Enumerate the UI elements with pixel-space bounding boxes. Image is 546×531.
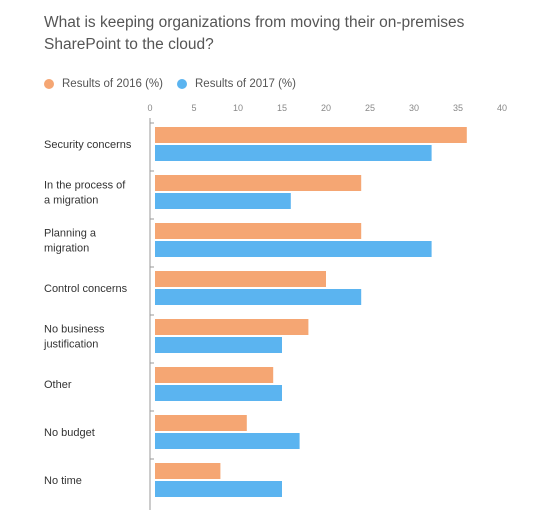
category-label: a migration [44, 195, 98, 207]
x-tick-label: 15 [277, 103, 287, 113]
bar-2016 [155, 127, 467, 143]
x-tick-label: 40 [497, 103, 507, 113]
category-label: Security concerns [44, 139, 132, 151]
category-label: No time [44, 475, 82, 487]
category-label: Planning a [44, 228, 97, 240]
legend-item-2017: Results of 2017 (%) [177, 78, 296, 90]
category-label: No budget [44, 427, 95, 439]
category-label: justification [43, 339, 98, 351]
bar-2016 [155, 175, 362, 191]
bar-2016 [155, 223, 362, 239]
x-tick-label: 10 [233, 103, 243, 113]
bar-2017 [155, 289, 362, 305]
x-tick-label: 35 [453, 103, 463, 113]
chart-title: What is keeping organizations from movin… [44, 14, 465, 53]
category-label: In the process of [44, 180, 126, 192]
bar-2017 [155, 385, 282, 401]
bar-2016 [155, 415, 247, 431]
x-tick-label: 20 [321, 103, 331, 113]
legend-dot-2017 [177, 79, 187, 89]
bar-2017 [155, 241, 432, 257]
legend: Results of 2016 (%) Results of 2017 (%) [44, 75, 310, 93]
bar-2016 [155, 367, 274, 383]
bar-2017 [155, 193, 291, 209]
x-tick-label: 5 [191, 103, 196, 113]
bar-2016 [155, 319, 309, 335]
legend-label-2016: Results of 2016 (%) [62, 78, 163, 90]
x-tick-label: 25 [365, 103, 375, 113]
bar-2017 [155, 337, 282, 353]
bar-2017 [155, 145, 432, 161]
category-label: Other [44, 379, 72, 391]
legend-dot-2016 [44, 79, 54, 89]
legend-label-2017: Results of 2017 (%) [195, 78, 296, 90]
x-tick-label: 0 [147, 103, 152, 113]
x-tick-label: 30 [409, 103, 419, 113]
category-label: No business [44, 324, 105, 336]
bar-2017 [155, 481, 282, 497]
bar-2016 [155, 463, 221, 479]
category-label: Control concerns [44, 283, 128, 295]
category-label: migration [44, 243, 89, 255]
legend-item-2016: Results of 2016 (%) [44, 78, 163, 90]
bar-2016 [155, 271, 326, 287]
bar-2017 [155, 433, 300, 449]
